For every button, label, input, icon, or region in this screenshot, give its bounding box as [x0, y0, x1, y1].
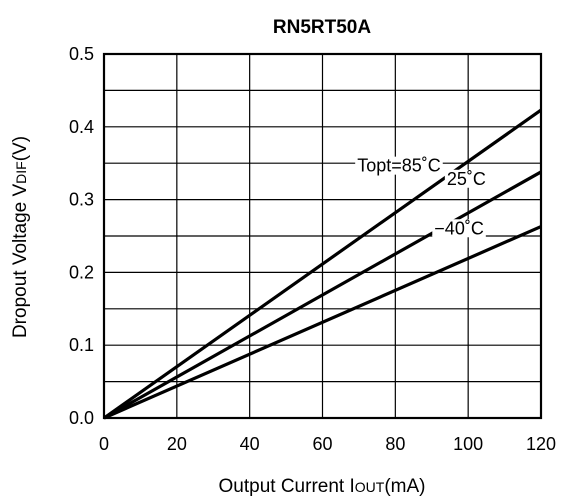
x-tick-label: 60	[312, 434, 332, 454]
y-tick-label: 0.4	[69, 117, 94, 137]
x-tick-label: 40	[240, 434, 260, 454]
x-tick-label: 100	[453, 434, 483, 454]
x-tick-label: 0	[99, 434, 109, 454]
series-label-2: 25˚C	[444, 169, 488, 189]
x-axis-label-main: Output Current I	[219, 476, 355, 497]
y-axis-label: Dropout Voltage VDIF(V)	[10, 136, 31, 338]
y-tick-label: 0.3	[69, 190, 94, 210]
series-label-background	[444, 169, 488, 188]
series-label-background	[355, 156, 443, 175]
x-tick-labels: 0 20 40 60 80 100 120	[99, 434, 556, 454]
series-label-text: 25˚C	[447, 169, 486, 189]
x-axis-label-unit: (mA)	[384, 476, 425, 497]
series-line-2	[103, 170, 542, 420]
series-label-text: −40˚C	[434, 218, 484, 238]
plot-frame	[102, 52, 543, 420]
y-tick-label: 0.0	[69, 408, 94, 428]
series-label-3: −40˚C	[432, 218, 486, 238]
series-line-3	[103, 225, 542, 420]
y-axis-label-sub: DIF	[13, 161, 29, 184]
y-axis-label-unit: (V)	[10, 136, 31, 161]
chart-title: RN5RT50A	[273, 17, 371, 38]
y-tick-label: 0.1	[69, 335, 94, 355]
y-tick-labels: 0.0 0.1 0.2 0.3 0.4 0.5	[69, 44, 94, 428]
series-lines	[103, 108, 542, 420]
y-axis-label-main: Dropout Voltage V	[10, 184, 31, 339]
y-tick-label: 0.2	[69, 262, 94, 282]
x-tick-label: 20	[167, 434, 187, 454]
x-tick-label: 80	[385, 434, 405, 454]
series-label-1: Topt=85˚C	[355, 156, 443, 176]
series-line-1	[103, 108, 542, 420]
x-axis-label-sub: OUT	[355, 479, 385, 495]
x-tick-label: 120	[526, 434, 556, 454]
series-labels: Topt=85˚C 25˚C −40˚C	[355, 156, 488, 238]
series-label-text: Topt=85˚C	[357, 156, 441, 176]
series-label-background	[432, 219, 486, 238]
x-axis-label: Output Current IOUT(mA)	[219, 476, 426, 497]
y-tick-label: 0.5	[69, 44, 94, 64]
